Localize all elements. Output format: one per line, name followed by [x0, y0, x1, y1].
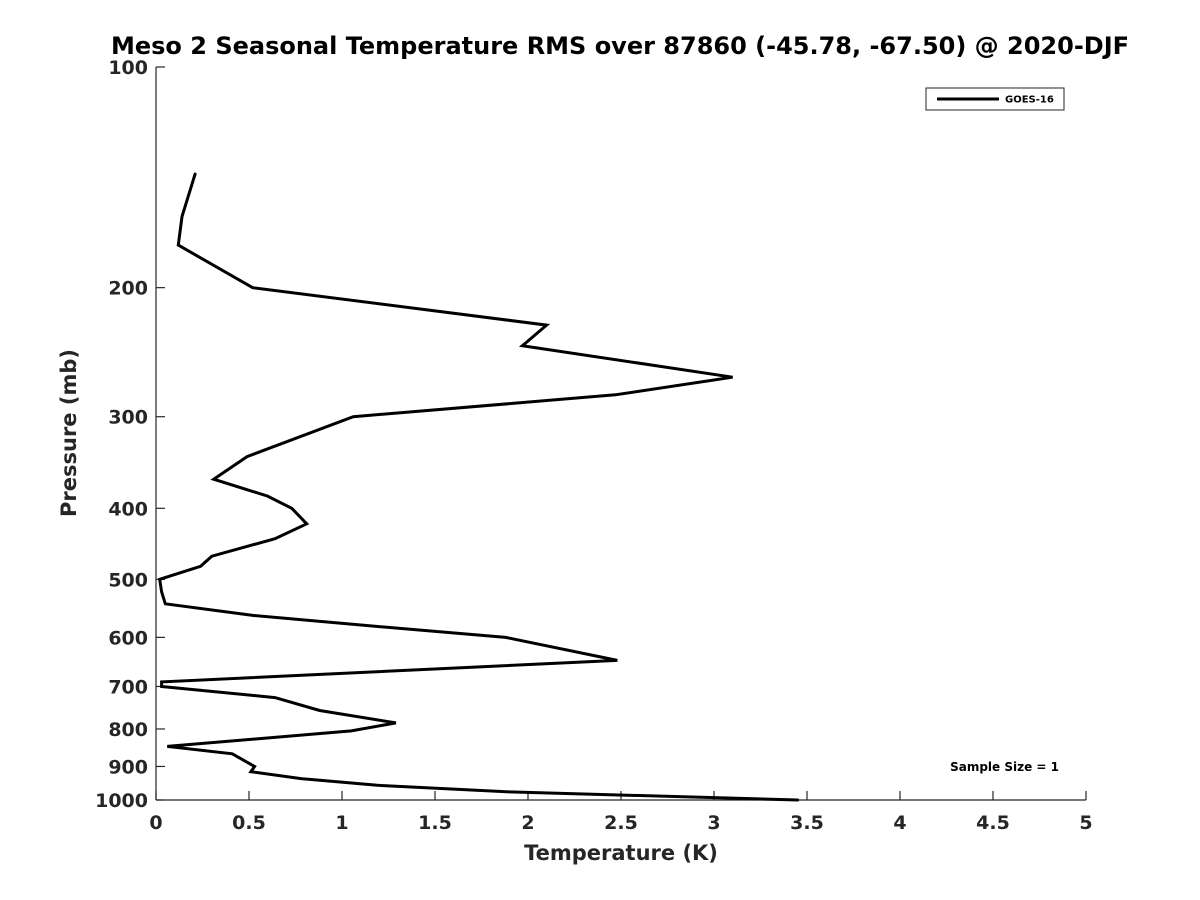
legend-label-goes-16: GOES-16: [1005, 95, 1054, 106]
legend: GOES-16: [925, 87, 1065, 111]
x-tick-label: 2.5: [604, 812, 638, 834]
y-ticks: 100 200 300 400 500 600 700 800 900 1000: [95, 57, 165, 812]
x-tick-label: 4: [893, 812, 906, 834]
x-tick-label: 3.5: [790, 812, 824, 834]
series-line-goes-16: [158, 172, 800, 802]
x-ticks: 0 0.5 1 1.5 2 2.5 3 3.5 4 4.5 5: [149, 791, 1093, 834]
sample-size-annotation: Sample Size = 1: [950, 760, 1059, 774]
y-tick-label: 1000: [95, 790, 148, 812]
x-tick-label: 0.5: [232, 812, 266, 834]
y-tick-label: 300: [108, 407, 148, 429]
x-tick-label: 4.5: [976, 812, 1010, 834]
x-tick-label: 1: [335, 812, 348, 834]
x-axis-label: Temperature (K): [524, 841, 718, 865]
plot-area: [155, 67, 1086, 801]
y-tick-label: 700: [108, 676, 148, 698]
y-axis-label: Pressure (mb): [57, 349, 81, 517]
x-tick-label: 0: [149, 812, 162, 834]
y-tick-label: 100: [108, 57, 148, 79]
y-tick-label: 800: [108, 719, 148, 741]
chart-title: Meso 2 Seasonal Temperature RMS over 878…: [111, 32, 1129, 60]
x-tick-label: 3: [707, 812, 720, 834]
x-tick-label: 2: [521, 812, 534, 834]
y-tick-label: 200: [108, 278, 148, 300]
y-tick-label: 400: [108, 498, 148, 520]
y-tick-label: 900: [108, 756, 148, 778]
x-tick-label: 1.5: [418, 812, 452, 834]
y-tick-label: 500: [108, 569, 148, 591]
y-tick-label: 600: [108, 627, 148, 649]
series-layer: [158, 172, 800, 802]
x-tick-label: 5: [1079, 812, 1092, 834]
